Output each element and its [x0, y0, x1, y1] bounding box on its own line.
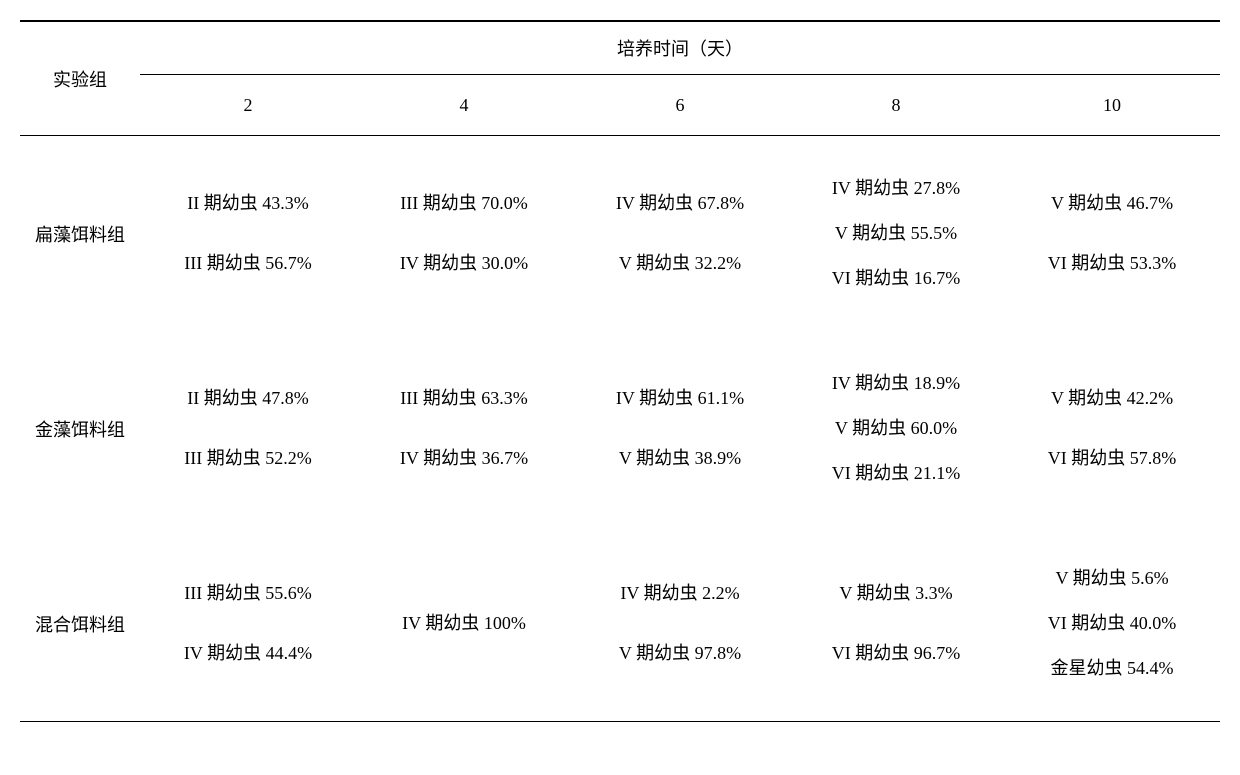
- row-group-label: 扁藻饵料组: [20, 136, 140, 332]
- cell-value: V 期幼虫 46.7%: [1051, 191, 1173, 216]
- cell-value: II 期幼虫 43.3%: [187, 191, 308, 216]
- data-cell: III 期幼虫 70.0% IV 期幼虫 30.0%: [356, 136, 572, 332]
- cell-value: III 期幼虫 63.3%: [400, 386, 527, 411]
- cell-value: IV 期幼虫 44.4%: [184, 641, 312, 666]
- data-cell: IV 期幼虫 18.9% V 期幼虫 60.0% VI 期幼虫 21.1%: [788, 331, 1004, 526]
- cell-value: V 期幼虫 97.8%: [619, 641, 741, 666]
- cell-value: VI 期幼虫 96.7%: [832, 641, 961, 666]
- data-table: 实验组 培养时间（天） 2 4 6 8 10 扁藻饵料组II 期幼虫 43.3%…: [20, 20, 1220, 722]
- cell-value: III 期幼虫 52.2%: [184, 446, 311, 471]
- cell-value: IV 期幼虫 61.1%: [616, 386, 744, 411]
- data-cell: V 期幼虫 5.6% VI 期幼虫 40.0% 金星幼虫 54.4%: [1004, 526, 1220, 722]
- cell-value: IV 期幼虫 27.8%: [832, 176, 960, 201]
- cell-value: V 期幼虫 32.2%: [619, 251, 741, 276]
- header-group: 实验组: [20, 21, 140, 136]
- cell-value: IV 期幼虫 2.2%: [620, 581, 739, 606]
- cell-value: V 期幼虫 42.2%: [1051, 386, 1173, 411]
- header-day-0: 2: [140, 75, 356, 136]
- cell-value: V 期幼虫 60.0%: [835, 416, 957, 441]
- cell-value: IV 期幼虫 67.8%: [616, 191, 744, 216]
- data-cell: II 期幼虫 43.3% III 期幼虫 56.7%: [140, 136, 356, 332]
- header-day-2: 6: [572, 75, 788, 136]
- header-day-1: 4: [356, 75, 572, 136]
- table-bottom-rule: [20, 722, 1220, 723]
- data-cell: III 期幼虫 63.3% IV 期幼虫 36.7%: [356, 331, 572, 526]
- cell-value: 金星幼虫 54.4%: [1051, 656, 1174, 681]
- data-cell: II 期幼虫 47.8% III 期幼虫 52.2%: [140, 331, 356, 526]
- cell-value: VI 期幼虫 21.1%: [832, 461, 961, 486]
- cell-value: III 期幼虫 70.0%: [400, 191, 527, 216]
- cell-value: III 期幼虫 56.7%: [184, 251, 311, 276]
- data-cell: IV 期幼虫 61.1% V 期幼虫 38.9%: [572, 331, 788, 526]
- data-cell: IV 期幼虫 100%: [356, 526, 572, 722]
- cell-value: IV 期幼虫 36.7%: [400, 446, 528, 471]
- table-row: 扁藻饵料组 II 期幼虫 43.3% III 期幼虫 56.7% III 期幼虫 70…: [20, 136, 1220, 332]
- cell-value: IV 期幼虫 100%: [402, 611, 526, 636]
- cell-value: IV 期幼虫 18.9%: [832, 371, 960, 396]
- table-row: 混合饵料组 III 期幼虫 55.6% IV 期幼虫 44.4% IV 期幼虫 100…: [20, 526, 1220, 722]
- table-row: 金藻饵料组 II 期幼虫 47.8% III 期幼虫 52.2% III 期幼虫 63…: [20, 331, 1220, 526]
- cell-value: VI 期幼虫 57.8%: [1048, 446, 1177, 471]
- header-day-3: 8: [788, 75, 1004, 136]
- row-group-label: 混合饵料组: [20, 526, 140, 722]
- cell-value: V 期幼虫 55.5%: [835, 221, 957, 246]
- data-cell: IV 期幼虫 67.8% V 期幼虫 32.2%: [572, 136, 788, 332]
- cell-value: VI 期幼虫 16.7%: [832, 266, 961, 291]
- cell-value: VI 期幼虫 53.3%: [1048, 251, 1177, 276]
- data-cell: V 期幼虫 3.3% VI 期幼虫 96.7%: [788, 526, 1004, 722]
- row-group-label: 金藻饵料组: [20, 331, 140, 526]
- cell-value: V 期幼虫 38.9%: [619, 446, 741, 471]
- cell-value: IV 期幼虫 30.0%: [400, 251, 528, 276]
- cell-value: VI 期幼虫 40.0%: [1048, 611, 1177, 636]
- header-day-4: 10: [1004, 75, 1220, 136]
- data-cell: III 期幼虫 55.6% IV 期幼虫 44.4%: [140, 526, 356, 722]
- data-cell: V 期幼虫 42.2% VI 期幼虫 57.8%: [1004, 331, 1220, 526]
- data-cell: V 期幼虫 46.7% VI 期幼虫 53.3%: [1004, 136, 1220, 332]
- data-cell: IV 期幼虫 2.2% V 期幼虫 97.8%: [572, 526, 788, 722]
- header-time: 培养时间（天）: [140, 21, 1220, 75]
- cell-value: III 期幼虫 55.6%: [184, 581, 311, 606]
- table-body: 扁藻饵料组 II 期幼虫 43.3% III 期幼虫 56.7% III 期幼虫 70…: [20, 136, 1220, 723]
- cell-value: II 期幼虫 47.8%: [187, 386, 308, 411]
- data-cell: IV 期幼虫 27.8% V 期幼虫 55.5% VI 期幼虫 16.7%: [788, 136, 1004, 332]
- cell-value: V 期幼虫 5.6%: [1055, 566, 1168, 591]
- cell-value: V 期幼虫 3.3%: [839, 581, 952, 606]
